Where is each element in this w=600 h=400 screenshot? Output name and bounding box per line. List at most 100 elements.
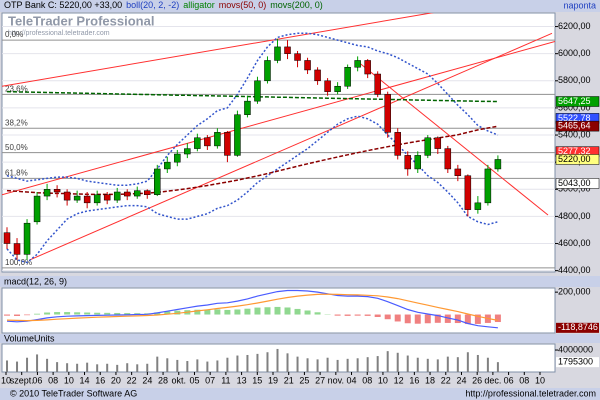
- histogram-bar: [224, 309, 231, 315]
- histogram-bar: [254, 307, 261, 315]
- histogram-bar: [194, 309, 201, 315]
- indicator: movs(200, 0): [270, 0, 323, 10]
- x-tick-label: 25: [299, 375, 309, 385]
- candle-body: [444, 148, 452, 170]
- histogram-bar: [114, 312, 121, 315]
- x-tick-label: okt.: [172, 375, 187, 385]
- candle-body: [424, 137, 432, 156]
- candle-body: [374, 73, 381, 95]
- histogram-bar: [84, 312, 91, 315]
- candle-body: [454, 168, 462, 176]
- volume-bar: [296, 356, 299, 372]
- candle-body: [244, 100, 251, 115]
- volume-bar: [106, 363, 109, 372]
- x-tick-label: 11: [221, 375, 230, 385]
- indicator: movs(50, 0): [219, 0, 267, 10]
- histogram-bar: [54, 312, 61, 315]
- macd-line: [6, 293, 499, 322]
- y-tick-label: 4000000: [558, 344, 593, 354]
- candle-body: [3, 232, 11, 244]
- volume-bar: [476, 354, 479, 372]
- histogram-bar: [434, 314, 441, 323]
- volume-bar: [76, 363, 79, 372]
- volume-bar: [166, 358, 169, 372]
- candle-body: [324, 80, 331, 92]
- volume-bar: [26, 357, 29, 372]
- fib-label: 50,0%: [5, 143, 28, 152]
- volume-bar: [156, 356, 159, 372]
- trendline: [2, 13, 434, 87]
- candle-body: [274, 46, 281, 61]
- volume-bar: [496, 362, 499, 372]
- copyright: © 2010 TeleTrader Software AG: [10, 388, 137, 398]
- panel-title: macd(12, 26, 9): [4, 276, 67, 286]
- volume-bar: [316, 359, 319, 372]
- volume-bar: [86, 362, 89, 372]
- volume-bar: [266, 352, 269, 372]
- y-tick-label: 4400,00: [558, 265, 591, 275]
- candle-body: [384, 94, 391, 133]
- x-tick-label: 20: [111, 375, 121, 385]
- candle-body: [484, 168, 492, 204]
- candle-body: [364, 60, 371, 75]
- volume-bar: [116, 364, 119, 372]
- indicator: alligator: [183, 0, 215, 10]
- histogram-bar: [44, 312, 51, 315]
- x-tick-label: 16: [409, 375, 419, 385]
- price-tag: [555, 96, 600, 107]
- histogram-bar: [384, 314, 391, 320]
- candle-body: [464, 175, 472, 210]
- x-tick-label: 06: [32, 375, 42, 385]
- histogram-bar: [374, 314, 381, 317]
- histogram-bar: [334, 314, 341, 316]
- volume-bar: [426, 358, 429, 372]
- histogram-bar: [464, 314, 471, 325]
- period: naponta: [563, 0, 596, 10]
- x-tick-label: 18: [425, 375, 435, 385]
- footer-url: http://professional.teletrader.com: [465, 388, 596, 398]
- histogram-bar: [24, 314, 31, 316]
- candle-body: [394, 132, 401, 156]
- histogram-bar: [34, 313, 41, 315]
- footer-bar: [0, 388, 600, 400]
- volume-bar: [136, 364, 139, 372]
- volume-bar: [356, 358, 359, 372]
- histogram-bar: [204, 309, 211, 315]
- histogram-bar: [414, 314, 421, 324]
- candle-body: [144, 190, 151, 195]
- histogram-bar: [314, 312, 321, 315]
- histogram-bar: [94, 312, 101, 315]
- histogram-bar: [474, 314, 481, 324]
- histogram-bar: [274, 306, 281, 315]
- volume-bar: [236, 355, 239, 372]
- x-tick-label: 13: [237, 375, 247, 385]
- histogram-bar: [244, 308, 251, 315]
- fib-label: 61,8%: [5, 169, 28, 178]
- x-tick-label: 14: [80, 375, 90, 385]
- candle-body: [184, 148, 191, 155]
- candle-body: [344, 66, 351, 87]
- x-tick-label: 24: [142, 375, 152, 385]
- volume-bar: [56, 362, 59, 372]
- volume-bar: [146, 363, 149, 372]
- trendline: [29, 32, 553, 261]
- volume-bar: [226, 357, 229, 372]
- candle-body: [13, 243, 21, 255]
- histogram-bar: [74, 312, 81, 315]
- volume-bar: [306, 358, 309, 372]
- candle-body: [224, 132, 231, 156]
- candle-body: [494, 159, 502, 170]
- macd-title-bar: [0, 276, 600, 287]
- histogram-bar: [14, 314, 21, 316]
- candle-body: [254, 80, 261, 102]
- x-tick-label: 10: [535, 375, 545, 385]
- candle-body: [354, 60, 361, 68]
- volume-bar: [246, 354, 249, 372]
- volume-bar: [346, 358, 349, 372]
- histogram-bar: [164, 311, 171, 315]
- volume-bar: [126, 363, 129, 372]
- macd-line: [6, 289, 498, 329]
- watermark-title: TeleTrader Professional: [8, 13, 154, 28]
- volume-bar: [216, 360, 219, 372]
